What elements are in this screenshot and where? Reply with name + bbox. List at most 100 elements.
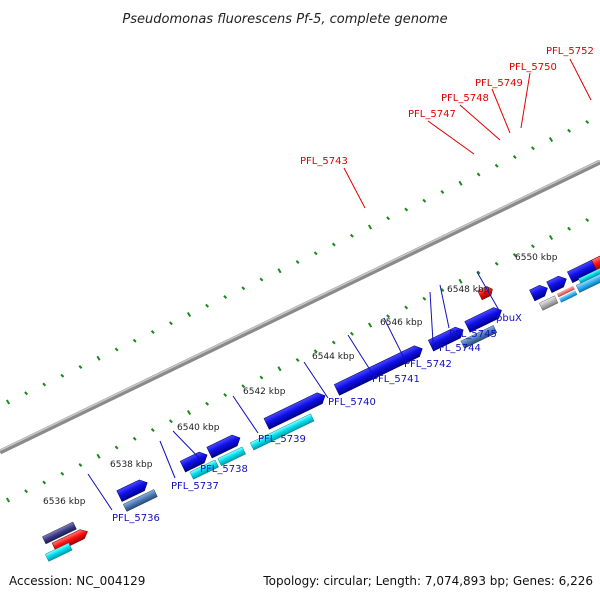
gene-feature-navy [42, 521, 77, 545]
scale-label: 6550 kbp [515, 253, 558, 263]
tick-mark [476, 172, 481, 177]
tick-mark [476, 270, 481, 275]
tick-mark [313, 251, 318, 256]
scale-label: 6548 kbp [447, 285, 490, 295]
gene-label: PFL_5745 [449, 329, 497, 340]
tick-row-bottom [5, 218, 590, 503]
tick-mark [42, 382, 47, 387]
gene-feature-gray [538, 295, 559, 311]
tick-mark [96, 355, 101, 361]
gene-label: PFL_5750 [509, 62, 557, 73]
genome-backbone [0, 159, 600, 455]
tick-mark [422, 198, 427, 203]
tick-mark [186, 409, 192, 416]
leader-lines-top [343, 58, 592, 209]
tick-mark [24, 489, 29, 494]
gene-feature-blue [464, 307, 502, 333]
tick-mark [132, 338, 137, 343]
tick-mark [349, 331, 354, 336]
tick-mark [567, 226, 572, 231]
gene-feature-blue [427, 326, 464, 352]
leader-lines-bottom [87, 271, 501, 511]
tick-mark [96, 453, 101, 459]
tick-mark [440, 288, 445, 292]
gene-label: PFL_5747 [408, 109, 456, 120]
tick-mark [512, 253, 517, 257]
gene-feature-sky [575, 261, 600, 293]
tick-mark [349, 233, 354, 238]
tick-mark [114, 347, 119, 352]
tick-mark [585, 120, 590, 124]
tick-mark [132, 436, 137, 441]
tick-mark [530, 146, 535, 151]
tick-mark [60, 373, 65, 378]
tick-mark [5, 497, 11, 503]
tick-mark [567, 128, 572, 133]
tick-mark [277, 268, 282, 274]
genome-summary-text: Topology: circular; Length: 7,074,893 bp… [262, 574, 593, 588]
scale-label: 6536 kbp [43, 497, 86, 507]
gene-labels-top: PFL_5743 PFL_5747 PFL_5748 PFL_5749 PFL_… [300, 46, 594, 167]
tick-mark [494, 261, 499, 266]
tick-mark [259, 375, 264, 380]
tick-mark [223, 393, 228, 397]
tick-mark [548, 136, 554, 143]
gene-label: PFL_5743 [300, 156, 348, 167]
gene-label: PFL_5752 [546, 46, 594, 57]
scale-label: 6544 kbp [312, 352, 355, 362]
gene-feature-blue [116, 479, 148, 502]
gene-feature-pink [556, 285, 575, 298]
gene-feature-blue [529, 285, 548, 302]
gene-feature-sky [558, 290, 578, 303]
scale-label: 6542 kbp [243, 387, 286, 397]
gene-feature-cyan [189, 459, 219, 480]
tick-mark [458, 180, 463, 186]
tick-mark [150, 330, 155, 334]
tick-mark [548, 234, 554, 241]
gene-feature-cyan [578, 256, 600, 284]
gene-feature-blue [179, 451, 208, 473]
gene-label: PFL_5742 [404, 359, 452, 370]
gene-track [42, 247, 600, 562]
tick-row-top [5, 120, 590, 405]
gene-feature-steel [460, 325, 498, 349]
gene-label: PFL_5740 [328, 397, 376, 408]
tick-mark [277, 366, 282, 372]
tick-mark [168, 419, 173, 424]
gene-feature-cyan [44, 542, 73, 562]
tick-mark [386, 314, 391, 319]
gene-feature-blue [546, 275, 567, 293]
tick-mark [78, 365, 83, 369]
tick-mark [168, 321, 173, 326]
tick-mark [367, 224, 373, 230]
tick-mark [259, 277, 264, 282]
gene-feature-steel [123, 489, 158, 512]
gene-label: PFL_5741 [372, 374, 420, 385]
gene-feature-blue [567, 251, 600, 283]
tick-mark [530, 244, 535, 249]
tick-mark [331, 242, 336, 247]
tick-mark [150, 428, 155, 432]
scale-labels: 6536 kbp 6538 kbp 6540 kbp 6542 kbp 6544… [43, 253, 558, 507]
gene-label: PFL_5738 [200, 464, 248, 475]
gene-feature-cyan [217, 446, 246, 467]
tick-mark [331, 340, 336, 345]
tick-mark [386, 216, 391, 221]
gene-feature-cyan [249, 413, 315, 451]
tick-mark [440, 190, 445, 194]
tick-mark [186, 311, 192, 318]
tick-mark [295, 358, 300, 362]
scale-label: 6538 kbp [110, 460, 153, 470]
tick-mark [241, 384, 246, 389]
tick-mark [223, 295, 228, 299]
gene-label: PFL_5739 [258, 434, 306, 445]
tick-mark [367, 322, 373, 328]
tick-mark [404, 305, 409, 310]
tick-mark [404, 207, 409, 212]
gene-feature-red [591, 247, 600, 272]
tick-mark [205, 401, 210, 406]
scale-label: 6540 kbp [177, 423, 220, 433]
accession-text: Accession: NC_004129 [9, 574, 145, 588]
gene-label: PFL_5749 [475, 78, 523, 89]
